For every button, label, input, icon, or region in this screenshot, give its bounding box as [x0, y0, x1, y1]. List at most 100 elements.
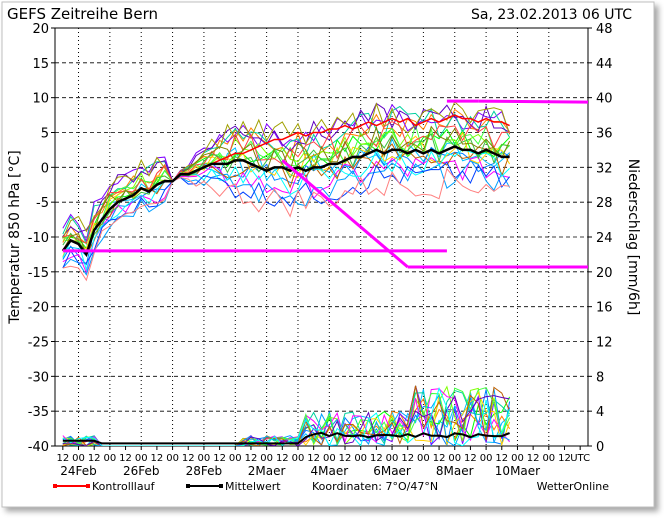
legend-kontrolllauf-label: Kontrolllauf [92, 480, 156, 493]
ensemble-member [62, 148, 510, 272]
x-hour-label: UTC [570, 453, 590, 464]
y2-tick-label: 0 [596, 440, 604, 455]
ensemble-member [62, 161, 511, 269]
x-hour-label: 12 [276, 453, 289, 464]
ensemble-member [62, 121, 510, 244]
x-axis: 12 00 12 00 12 00 12 00 12 00 12 00 12 00 12 00 12 00 12 00… [56, 446, 590, 478]
y2-tick-label: 24 [596, 231, 613, 246]
precip-mittelwert [62, 431, 510, 445]
x-hour-label: 00 [511, 453, 524, 464]
x-hour-label: 12 [464, 453, 477, 464]
precipitation-members [62, 385, 511, 446]
x-hour-label: 00 [166, 453, 179, 464]
y2-tick-label: 4 [596, 405, 604, 420]
x-hour-label: 12 [401, 453, 414, 464]
y-tick-label: -30 [28, 370, 49, 385]
y-tick-label: -20 [28, 301, 49, 316]
y2-tick-label: 8 [596, 370, 604, 385]
y2-tick-label: 12 [596, 336, 613, 351]
envelope-upper-segment [478, 99, 588, 104]
y-tick-label: -35 [28, 405, 49, 420]
ensemble-member [62, 100, 511, 239]
y-tick-label: -5 [36, 196, 49, 211]
ensemble-member [62, 167, 510, 282]
y2-tick-label: 40 [596, 92, 613, 107]
envelope-lines [62, 99, 588, 269]
x-hour-label: 00 [260, 453, 273, 464]
x-hour-label: 00 [198, 453, 211, 464]
x-hour-label: 12 [307, 453, 320, 464]
ensemble-member [62, 143, 511, 256]
x-hour-label: 12 [558, 453, 571, 464]
y2-tick-label: 32 [596, 161, 613, 176]
y2-tick-label: 36 [596, 127, 613, 142]
koordinaten: Koordinaten: 7°O/47°N [312, 480, 438, 493]
y-tick-label: 0 [41, 161, 49, 176]
x-date-label: 10Maer [495, 464, 540, 478]
y-tick-label: 10 [32, 92, 49, 107]
y2-tick-label: 44 [596, 57, 613, 72]
precip-member [62, 388, 511, 446]
x-hour-label: 12 [370, 453, 383, 464]
y2-tick-label: 28 [596, 196, 613, 211]
x-hour-label: 12 [527, 453, 540, 464]
x-date-label: 24Feb [60, 464, 97, 478]
ensemble-member [62, 160, 511, 276]
x-hour-label: 12 [56, 453, 69, 464]
mittelwert-line [61, 145, 510, 258]
x-hour-label: 12 [495, 453, 508, 464]
y-axis-label: Temperatur 850 hPa [°C] [7, 150, 23, 324]
precip-member [62, 394, 510, 446]
legend-mittelwert-label: Mittelwert [225, 480, 281, 493]
envelope-lower-segment [281, 159, 409, 269]
chart-title: GEFS Zeitreihe Bern [7, 5, 158, 23]
y-tick-label: -10 [28, 231, 49, 246]
x-hour-label: 00 [323, 453, 336, 464]
precip-member [62, 386, 511, 446]
y2-tick-label: 20 [596, 266, 613, 281]
x-date-label: 2Maer [248, 464, 286, 478]
x-hour-label: 00 [417, 453, 430, 464]
x-hour-label: 00 [354, 453, 367, 464]
run-date: Sa, 23.02.2013 06 UTC [471, 7, 632, 23]
y2-tick-label: 16 [596, 301, 613, 316]
x-hour-label: 00 [480, 453, 493, 464]
x-date-label: 8Maer [436, 464, 474, 478]
y2-axis-label: Niederschlag [mm/6h] [625, 159, 641, 316]
x-date-label: 28Feb [186, 464, 223, 478]
ensemble-member [62, 102, 510, 237]
x-hour-label: 00 [386, 453, 399, 464]
x-hour-label: 00 [229, 453, 242, 464]
mean-lines [61, 114, 510, 258]
x-hour-label: 12 [245, 453, 258, 464]
x-hour-label: 00 [542, 453, 555, 464]
x-hour-label: 00 [448, 453, 461, 464]
y-tick-label: -15 [28, 266, 49, 281]
figure-frame [1, 1, 655, 508]
y-tick-label: -25 [28, 336, 49, 351]
legend: Kontrolllauf Mittelwert Koordinaten: 7°O… [53, 480, 609, 493]
x-hour-label: 00 [135, 453, 148, 464]
source-label: WetterOnline [537, 480, 610, 493]
y-tick-label: -40 [28, 440, 49, 455]
x-hour-label: 12 [339, 453, 352, 464]
y-axis-left: 20 15 10 5 0 -5 -10 -15 -20 -25 -30 -35 -40 [28, 22, 55, 455]
x-hour-label: 12 [433, 453, 446, 464]
y-tick-label: 15 [32, 57, 49, 72]
x-hour-label: 12 [213, 453, 226, 464]
x-date-label: 4Maer [311, 464, 349, 478]
x-date-label: 26Feb [123, 464, 160, 478]
x-hour-label: 12 [182, 453, 195, 464]
ensemble-member [62, 133, 510, 253]
x-hour-label: 00 [104, 453, 117, 464]
x-hour-label: 00 [292, 453, 305, 464]
x-hour-label: 12 [119, 453, 132, 464]
y-tick-label: 5 [41, 127, 49, 142]
x-hour-label: 00 [72, 453, 85, 464]
x-date-label: 6Maer [373, 464, 411, 478]
grid [55, 28, 588, 446]
y2-tick-label: 48 [596, 22, 613, 37]
y-tick-label: 20 [32, 22, 49, 37]
